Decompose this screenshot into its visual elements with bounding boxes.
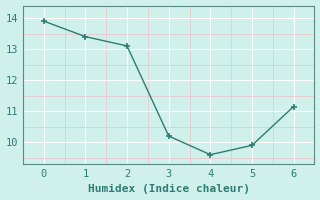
X-axis label: Humidex (Indice chaleur): Humidex (Indice chaleur) — [88, 184, 250, 194]
